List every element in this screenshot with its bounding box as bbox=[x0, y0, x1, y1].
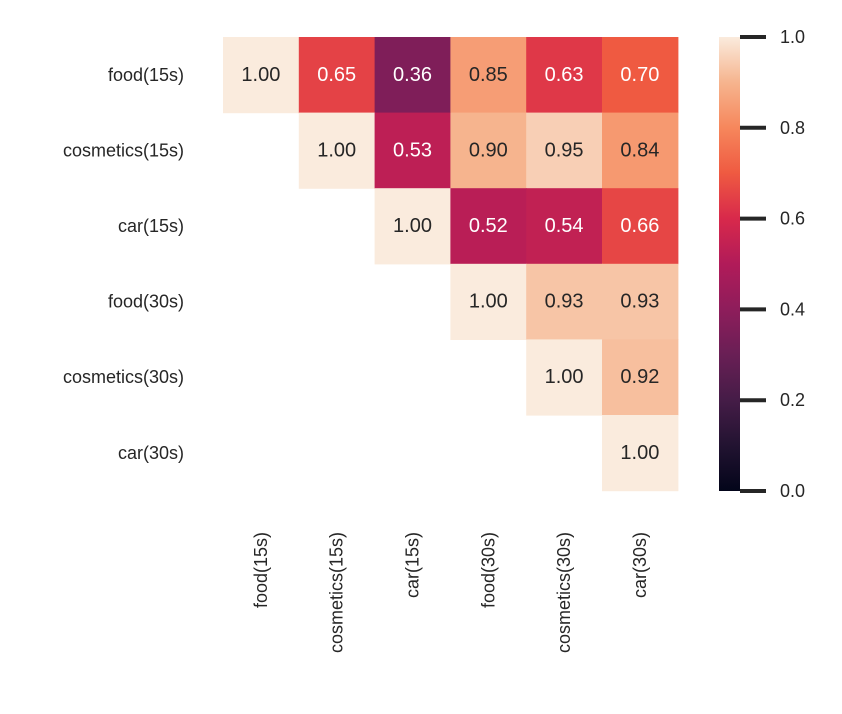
cell-value-label: 0.90 bbox=[469, 139, 508, 161]
heatmap-cell bbox=[602, 339, 679, 416]
heatmap-cell bbox=[450, 188, 527, 265]
heatmap-cell bbox=[526, 188, 603, 265]
heatmap-cell bbox=[223, 37, 300, 114]
x-tick-label: cosmetics(30s) bbox=[554, 532, 574, 653]
y-tick-label: car(15s) bbox=[118, 216, 184, 236]
colorbar-tick-label: 0.2 bbox=[780, 390, 805, 410]
x-tick-labels: food(15s) cosmetics(15s) car(15s) food(30s)… bbox=[251, 532, 650, 653]
cell-value-label: 0.92 bbox=[620, 366, 659, 388]
cell-value-label: 0.36 bbox=[393, 64, 432, 86]
heatmap-cell bbox=[602, 37, 679, 114]
heatmap-cell bbox=[602, 415, 679, 492]
colorbar-tick-label: 0.0 bbox=[780, 481, 805, 501]
heatmap-cell bbox=[374, 37, 451, 114]
y-tick-label: car(30s) bbox=[118, 443, 184, 463]
heatmap-cell bbox=[602, 188, 679, 265]
heatmap-cell bbox=[450, 112, 527, 189]
cell-value-label: 0.66 bbox=[620, 215, 659, 237]
cell-value-label: 0.52 bbox=[469, 215, 508, 237]
heatmap-cell bbox=[526, 263, 603, 340]
cell-value-label: 0.93 bbox=[545, 291, 584, 313]
cell-value-label: 0.54 bbox=[545, 215, 584, 237]
colorbar-tick-label: 0.8 bbox=[780, 118, 805, 138]
heatmap-cells: 1.00 0.65 0.36 0.85 0.63 0.70 1.00 0.53 0.90 0.95… bbox=[223, 37, 679, 492]
cell-value-label: 1.00 bbox=[393, 215, 432, 237]
heatmap-cell bbox=[374, 112, 451, 189]
y-tick-label: food(15s) bbox=[108, 65, 184, 85]
x-tick-label: cosmetics(15s) bbox=[327, 532, 347, 653]
cell-value-label: 0.84 bbox=[620, 139, 659, 161]
y-tick-labels: food(15s) cosmetics(15s) car(15s) food(30s)… bbox=[63, 65, 184, 463]
colorbar: 0.0 0.2 0.4 0.6 0.8 1.0 bbox=[719, 27, 805, 501]
heatmap-cell bbox=[374, 188, 451, 265]
cell-value-label: 1.00 bbox=[317, 139, 356, 161]
colorbar-tick-label: 0.6 bbox=[780, 209, 805, 229]
y-tick-label: food(30s) bbox=[108, 292, 184, 312]
colorbar-gradient bbox=[719, 37, 740, 491]
cell-value-label: 1.00 bbox=[241, 64, 280, 86]
heatmap-cell bbox=[450, 263, 527, 340]
cell-value-label: 1.00 bbox=[620, 442, 659, 464]
heatmap-cell bbox=[526, 37, 603, 114]
cell-value-label: 0.85 bbox=[469, 64, 508, 86]
x-tick-label: car(15s) bbox=[403, 532, 423, 598]
y-tick-label: cosmetics(15s) bbox=[63, 140, 184, 160]
x-tick-label: car(30s) bbox=[630, 532, 650, 598]
cell-value-label: 0.93 bbox=[620, 291, 659, 313]
heatmap-cell bbox=[450, 37, 527, 114]
heatmap-cell bbox=[602, 263, 679, 340]
cell-value-label: 1.00 bbox=[469, 291, 508, 313]
cell-value-label: 0.63 bbox=[545, 64, 584, 86]
colorbar-tick-label: 1.0 bbox=[780, 27, 805, 47]
heatmap-cell bbox=[602, 112, 679, 189]
cell-value-label: 1.00 bbox=[545, 366, 584, 388]
heatmap-cell bbox=[526, 112, 603, 189]
y-tick-label: cosmetics(30s) bbox=[63, 367, 184, 387]
heatmap-cell bbox=[298, 112, 376, 189]
heatmap-cell bbox=[298, 37, 376, 114]
colorbar-ticks: 0.0 0.2 0.4 0.6 0.8 1.0 bbox=[740, 27, 805, 501]
x-tick-label: food(30s) bbox=[478, 532, 498, 608]
cell-value-label: 0.70 bbox=[620, 64, 659, 86]
colorbar-tick-label: 0.4 bbox=[780, 299, 805, 319]
heatmap-cell bbox=[526, 339, 603, 416]
x-tick-label: food(15s) bbox=[251, 532, 271, 608]
cell-value-label: 0.53 bbox=[393, 139, 432, 161]
cell-value-label: 0.95 bbox=[545, 139, 584, 161]
cell-value-label: 0.65 bbox=[317, 64, 356, 86]
